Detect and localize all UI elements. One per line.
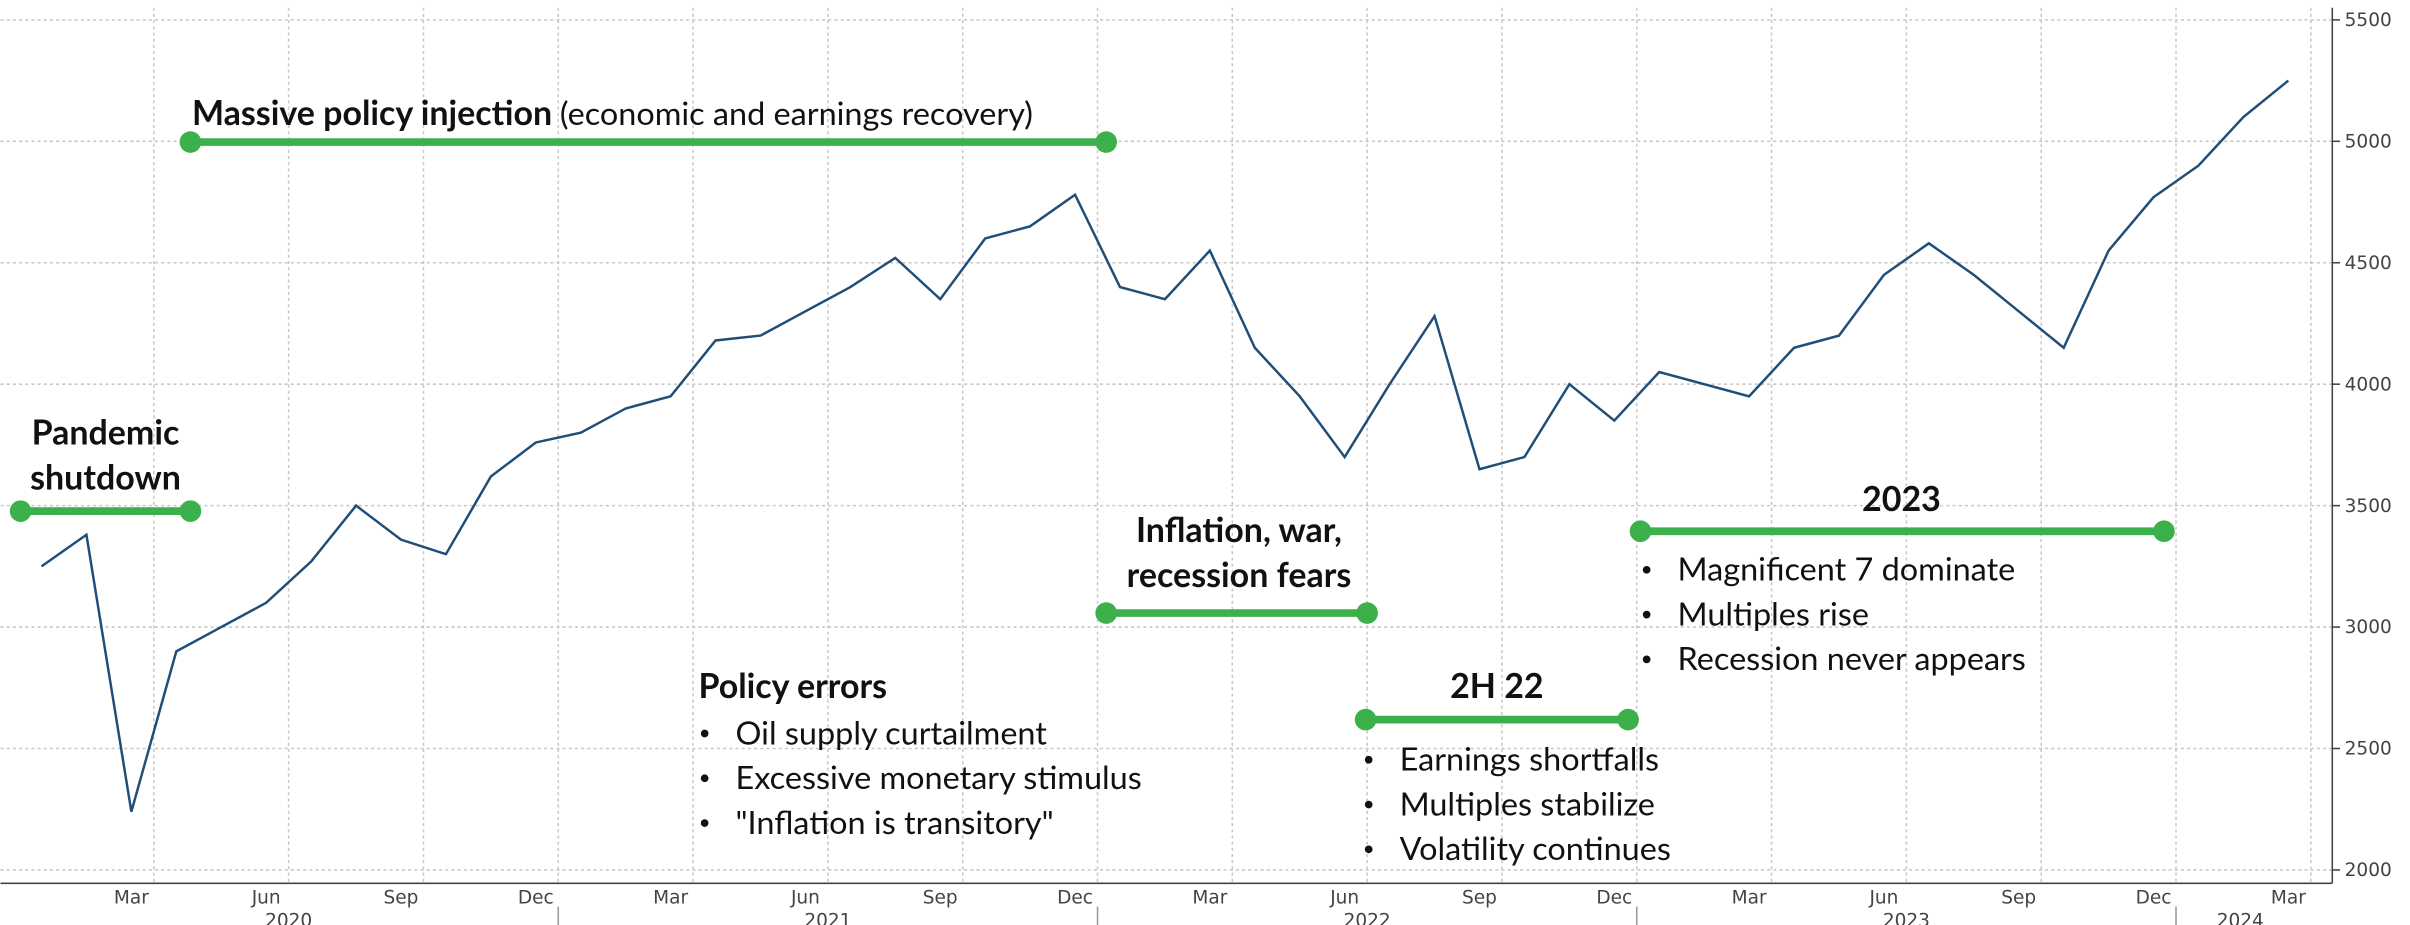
bullet-text: Magnificent 7 dominate [1678, 549, 2016, 588]
year-label: 2023 [1883, 911, 1930, 925]
annotation-title-line: 2H 22 [1450, 665, 1544, 706]
bullet-text: Excessive monetary stimulus [736, 757, 1142, 796]
y-tick-label: 2500 [2345, 739, 2392, 760]
bullet-dot [700, 819, 709, 827]
annotation-dot [1354, 708, 1377, 731]
annotation-dot [9, 500, 32, 522]
x-tick-label: Dec [518, 887, 554, 908]
price-line [40, 79, 2290, 812]
x-tick-label: Mar [653, 887, 688, 908]
annotation-dot [179, 500, 202, 522]
x-tick-label: Jun [790, 887, 820, 908]
bullet-dot [1642, 655, 1651, 664]
annotation-dot [1356, 602, 1378, 624]
year-label: 2021 [804, 911, 851, 925]
annotation-title-line: Pandemic [32, 412, 180, 453]
year-label: 2020 [265, 911, 312, 925]
bullet-dot [700, 729, 709, 738]
bullet-text: Multiples stabilize [1400, 783, 1655, 822]
bullet-dot [1642, 565, 1651, 574]
annotation-title: Pandemic shutdown [30, 412, 181, 498]
x-tick-label: Mar [2271, 887, 2306, 908]
annotation-title: 2H 22 [1450, 665, 1544, 706]
y-tick-label: 2000 [2345, 860, 2392, 881]
bullet-dot [1642, 610, 1651, 619]
bullet-text: Recession never appears [1678, 638, 2026, 677]
bullet-dot [1364, 800, 1373, 809]
y-tick-label: 3000 [2345, 617, 2392, 638]
bullet-text: Volatility continues [1400, 828, 1671, 867]
annotation-title: Policy errors [698, 665, 887, 706]
annotation-title-line: recession fears [1127, 554, 1352, 595]
y-tick-label: 4000 [2345, 374, 2392, 395]
annotation-title: Massive policy injection (economic and ea… [192, 92, 1033, 133]
annotation-title-line: shutdown [30, 457, 181, 498]
annotation-dot [179, 131, 202, 153]
bullet-text: "Inflation is transitory" [736, 802, 1054, 841]
x-tick-label: Dec [2136, 887, 2172, 908]
annotation-title-line: Policy errors [698, 665, 887, 706]
annotation-dot [1095, 602, 1117, 624]
annotation-title-line: 2023 [1862, 478, 1941, 519]
x-tick-label: Sep [1462, 887, 1497, 908]
x-tick-label: Dec [1596, 887, 1632, 908]
annotation-title: Inflation, war, recession fears [1127, 509, 1352, 595]
annotation-title: 2023 [1862, 478, 1941, 519]
x-tick-label: Mar [114, 887, 149, 908]
annotation-title-line: Inflation, war, [1136, 509, 1342, 550]
x-tick-label: Jun [1868, 887, 1898, 908]
y-tick-label: 5500 [2345, 10, 2392, 31]
x-tick-label: Sep [384, 887, 419, 908]
x-tick-label: Mar [1732, 887, 1767, 908]
bullet-text: Earnings shortfalls [1400, 739, 1659, 778]
year-label: 2022 [1344, 911, 1391, 925]
x-tick-label: Mar [1192, 887, 1227, 908]
annotation-dot [1095, 131, 1117, 153]
x-tick-label: Sep [923, 887, 958, 908]
year-label: 2024 [2217, 911, 2264, 925]
bullet-dot [700, 774, 709, 783]
bullet-text: Multiples rise [1678, 593, 1869, 632]
bullet-text: Oil supply curtailment [736, 712, 1048, 751]
x-tick-label: Jun [1329, 887, 1359, 908]
y-tick-label: 4500 [2345, 253, 2392, 274]
bullet-dot [1364, 755, 1373, 764]
annotation-dot [2153, 520, 2175, 543]
annotation-dot [1617, 708, 1639, 731]
annotation-dot [1629, 520, 1652, 543]
x-tick-label: Dec [1057, 887, 1093, 908]
x-tick-label: Jun [251, 887, 281, 908]
y-tick-label: 5000 [2345, 131, 2392, 152]
y-tick-label: 3500 [2345, 496, 2392, 517]
annotation-note: (economic and earnings recovery) [560, 93, 1033, 132]
bullet-dot [1364, 845, 1373, 854]
x-tick-label: Sep [2001, 887, 2036, 908]
annotation-title-line: Massive policy injection [192, 92, 552, 133]
